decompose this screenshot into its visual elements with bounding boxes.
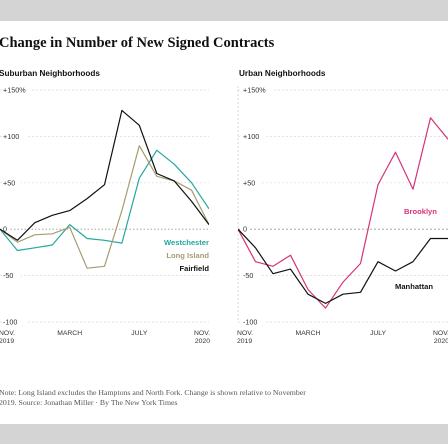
series-label-fairfield: Fairfield (179, 264, 209, 273)
y-tick-label: +150% (3, 86, 26, 95)
tick-label-bg (242, 223, 250, 233)
y-tick-label: +100 (3, 132, 19, 141)
tick-label-bg (2, 316, 27, 325)
y-tick-label: +50 (243, 178, 255, 187)
tick-label-bg (242, 84, 272, 93)
series-line-long-island (0, 145, 209, 269)
x-tick-label: NOV. (194, 330, 210, 337)
x-tick-label: NOV. (0, 330, 15, 337)
x-tick-label-year: 2019 (237, 338, 252, 345)
tick-label-bg (2, 130, 27, 140)
tick-label-bg (242, 316, 267, 325)
tick-label-bg (2, 84, 32, 93)
panel-title: Urban Neighborhoods (239, 69, 326, 78)
x-tick-label-year: 2019 (0, 338, 14, 345)
series-line-brooklyn (238, 117, 448, 309)
series-line-westchester (0, 149, 209, 252)
series-label-westchester: Westchester (164, 238, 209, 247)
panel-title: Suburban Neighborhoods (0, 69, 100, 78)
note-line-2: 2019. Source: Jonathan Miller · By The N… (0, 398, 178, 407)
note-line-1: Note: Long Island excludes the Hamptons … (0, 388, 306, 397)
series-label-manhattan: Manhattan (395, 282, 433, 291)
tick-label-bg (2, 223, 10, 233)
y-tick-label: -100 (3, 318, 17, 327)
panel-urban: Urban Neighborhoods +150% +100 +50 0 -50 -100 N… (237, 69, 448, 345)
x-tick-label: NOV. (433, 330, 448, 337)
y-tick-label: +50 (3, 178, 15, 187)
series-line-fairfield (0, 109, 209, 241)
y-tick-label: +150% (243, 86, 266, 95)
chart-title: Change in Number of New Signed Contracts (0, 35, 275, 51)
x-tick-label: MARCH (57, 330, 82, 337)
tick-label-bg (242, 130, 267, 140)
top-band (0, 0, 448, 21)
tick-label-bg (242, 176, 261, 186)
y-tick-label: -50 (243, 271, 253, 280)
tick-label-bg (242, 269, 261, 279)
x-tick-label-year: 2020 (195, 338, 210, 345)
source-note: Note: Long Island excludes the Hamptons … (0, 388, 445, 408)
x-tick-label: MARCH (296, 330, 321, 337)
y-tick-label: +100 (243, 132, 259, 141)
panel-suburban: Suburban Neighborhoods +150% +100 +50 0 -50 -1… (0, 69, 210, 345)
x-tick-label: JULY (370, 330, 387, 337)
bottom-band (0, 424, 448, 444)
x-tick-label: NOV. (237, 330, 253, 337)
y-tick-label: -100 (243, 318, 257, 327)
y-tick-label: 0 (3, 225, 7, 234)
tick-label-bg (2, 269, 21, 279)
series-label-brooklyn: Brooklyn (404, 207, 437, 216)
y-tick-label: -50 (3, 271, 13, 280)
x-tick-label: JULY (131, 330, 148, 337)
series-label-long-island: Long Island (166, 251, 209, 260)
y-tick-label: 0 (243, 225, 247, 234)
series-line-manhattan (238, 228, 448, 304)
x-tick-label-year: 2020 (434, 338, 448, 345)
tick-label-bg (2, 176, 21, 186)
